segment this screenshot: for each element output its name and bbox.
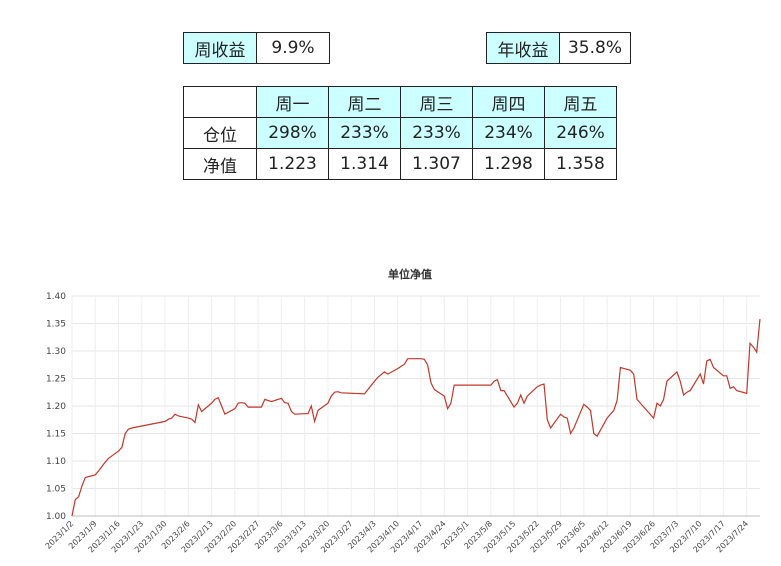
day-header: 周四 [472, 86, 545, 118]
weekly-return-table: 周收益 9.9% [183, 32, 330, 64]
y-tick-label: 1.30 [46, 347, 66, 357]
nav-cell: 1.223 [256, 148, 329, 180]
table-corner-cell [183, 86, 257, 118]
table-row: 仓位 298% 233% 233% 234% 246% [183, 117, 617, 149]
row-label: 净值 [183, 148, 257, 180]
y-tick-label: 1.35 [46, 320, 66, 330]
nav-cell: 1.358 [544, 148, 617, 180]
y-tick-label: 1.10 [46, 457, 66, 467]
weekly-return-value: 9.9% [256, 32, 330, 64]
chart-grid [71, 295, 760, 517]
nav-cell: 1.307 [400, 148, 473, 180]
y-tick-label: 1.20 [46, 402, 66, 412]
x-axis: 2023/1/22023/1/92023/1/162023/1/232023/1… [44, 519, 750, 554]
table-row: 净值 1.223 1.314 1.307 1.298 1.358 [183, 148, 617, 180]
position-cell: 246% [544, 117, 617, 149]
y-axis: 1.00 1.05 1.10 1.15 1.20 1.25 1.30 1.35 1.40 [46, 292, 66, 522]
position-cell: 234% [472, 117, 545, 149]
chart-title: 单位净值 [388, 267, 432, 281]
daily-position-table: 周一 周二 周三 周四 周五 仓位 298% 233% 233% 234% 24… [183, 86, 617, 180]
day-header: 周一 [256, 86, 329, 118]
y-tick-label: 1.00 [46, 512, 66, 522]
weekly-return-label: 周收益 [183, 32, 257, 64]
position-cell: 298% [256, 117, 329, 149]
annual-return-label: 年收益 [486, 32, 560, 64]
day-header: 周二 [328, 86, 401, 118]
y-tick-label: 1.05 [46, 485, 66, 495]
day-header: 周五 [544, 86, 617, 118]
table-header-row: 周一 周二 周三 周四 周五 [183, 86, 617, 118]
nav-line-chart: 单位净值 1.00 1.05 1.10 1.15 1.20 1.25 1.30 1.35 1.4… [44, 267, 761, 554]
nav-cell: 1.298 [472, 148, 545, 180]
row-label: 仓位 [183, 117, 257, 149]
y-tick-label: 1.40 [46, 292, 66, 302]
day-header: 周三 [400, 86, 473, 118]
y-tick-label: 1.25 [46, 375, 66, 385]
annual-return-table: 年收益 35.8% [486, 32, 631, 64]
nav-cell: 1.314 [328, 148, 401, 180]
position-cell: 233% [328, 117, 401, 149]
nav-series-line [71, 319, 761, 517]
y-tick-label: 1.15 [46, 430, 66, 440]
annual-return-value: 35.8% [559, 32, 631, 64]
position-cell: 233% [400, 117, 473, 149]
